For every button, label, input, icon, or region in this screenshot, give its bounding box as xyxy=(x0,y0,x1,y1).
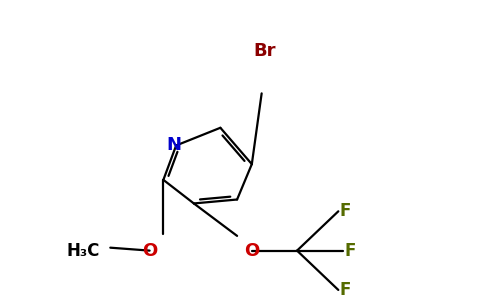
Text: N: N xyxy=(166,136,182,154)
Text: Br: Br xyxy=(253,42,276,60)
Text: O: O xyxy=(244,242,259,260)
Text: O: O xyxy=(142,242,157,260)
Text: F: F xyxy=(339,281,351,299)
Text: F: F xyxy=(345,242,356,260)
Text: H₃C: H₃C xyxy=(66,242,100,260)
Text: F: F xyxy=(339,202,351,220)
